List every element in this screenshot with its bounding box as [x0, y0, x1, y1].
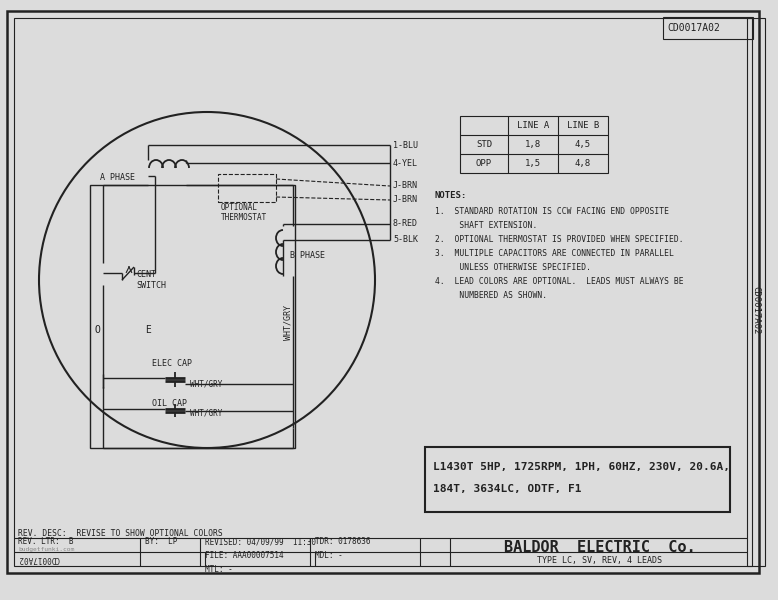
Text: 1,5: 1,5	[525, 159, 541, 168]
Text: FILE: AAA00007514: FILE: AAA00007514	[205, 551, 284, 560]
Text: 1.  STANDARD ROTATION IS CCW FACING END OPPOSITE: 1. STANDARD ROTATION IS CCW FACING END O…	[435, 206, 669, 215]
Text: THERMOSTAT: THERMOSTAT	[221, 212, 268, 221]
Text: CD0017A02: CD0017A02	[752, 286, 761, 334]
Text: 5-BLK: 5-BLK	[393, 235, 418, 245]
Text: E: E	[145, 325, 151, 335]
Text: OPP: OPP	[476, 159, 492, 168]
Text: A PHASE: A PHASE	[100, 173, 135, 182]
Text: CENT
SWITCH: CENT SWITCH	[136, 270, 166, 290]
Text: MDL: -: MDL: -	[315, 551, 343, 560]
Text: 184T, 3634LC, ODTF, F1: 184T, 3634LC, ODTF, F1	[433, 484, 581, 494]
Text: 1-BLU: 1-BLU	[393, 140, 418, 149]
Text: OPTIONAL: OPTIONAL	[221, 202, 258, 211]
Text: NUMBERED AS SHOWN.: NUMBERED AS SHOWN.	[435, 290, 547, 299]
Text: LINE A: LINE A	[517, 121, 549, 130]
Text: L1430T 5HP, 1725RPM, 1PH, 60HZ, 230V, 20.6A,: L1430T 5HP, 1725RPM, 1PH, 60HZ, 230V, 20…	[433, 462, 730, 472]
Text: NOTES:: NOTES:	[435, 191, 468, 199]
Text: budgetfunki.com: budgetfunki.com	[18, 547, 74, 551]
Text: 4,5: 4,5	[575, 140, 591, 149]
Text: J-BRN: J-BRN	[393, 181, 418, 191]
Text: 4.  LEAD COLORS ARE OPTIONAL.  LEADS MUST ALWAYS BE: 4. LEAD COLORS ARE OPTIONAL. LEADS MUST …	[435, 277, 684, 286]
Text: SHAFT EXTENSION.: SHAFT EXTENSION.	[435, 220, 538, 229]
Text: CD0017A02: CD0017A02	[18, 554, 60, 563]
Text: STD: STD	[476, 140, 492, 149]
Text: WHT/GRY: WHT/GRY	[190, 409, 223, 418]
Bar	[90, 185, 295, 448]
Text: O: O	[94, 325, 100, 335]
Text: 2.  OPTIONAL THERMOSTAT IS PROVIDED WHEN SPECIFIED.: 2. OPTIONAL THERMOSTAT IS PROVIDED WHEN …	[435, 235, 684, 244]
Text: 4,8: 4,8	[575, 159, 591, 168]
Text: MTL: -: MTL: -	[205, 565, 233, 574]
Text: TDR: 0178636: TDR: 0178636	[315, 538, 370, 547]
Text: REV. DESC:  REVISE TO SHOW OPTIONAL COLORS: REV. DESC: REVISE TO SHOW OPTIONAL COLOR…	[18, 529, 223, 538]
Text: 4-YEL: 4-YEL	[393, 158, 418, 167]
Text: OIL CAP: OIL CAP	[152, 400, 187, 409]
Bar	[425, 447, 730, 512]
Text: B PHASE: B PHASE	[290, 251, 325, 259]
Text: CD0017A02: CD0017A02	[667, 23, 720, 33]
Text: LINE B: LINE B	[567, 121, 599, 130]
Text: TYPE LC, SV, REV, 4 LEADS: TYPE LC, SV, REV, 4 LEADS	[538, 556, 663, 565]
Text: J-BRN: J-BRN	[393, 196, 418, 205]
Text: ELEC CAP: ELEC CAP	[152, 359, 192, 368]
Text: REV. LTR:  B: REV. LTR: B	[18, 538, 73, 547]
Text: UNLESS OTHERWISE SPECIFIED.: UNLESS OTHERWISE SPECIFIED.	[435, 263, 591, 271]
Text: BY:  LP: BY: LP	[145, 538, 177, 547]
Text: 1,8: 1,8	[525, 140, 541, 149]
Text: REVISED: 04/09/99  11:30: REVISED: 04/09/99 11:30	[205, 538, 316, 547]
Bar	[747, 18, 765, 566]
Text: 3.  MULTIPLE CAPACITORS ARE CONNECTED IN PARALLEL: 3. MULTIPLE CAPACITORS ARE CONNECTED IN …	[435, 248, 674, 257]
Text: BALDOR  ELECTRIC  Co.: BALDOR ELECTRIC Co.	[504, 539, 696, 554]
Bar	[218, 174, 276, 202]
Text: WHT/GRY: WHT/GRY	[190, 379, 223, 389]
Bar	[663, 17, 753, 39]
Bar	[460, 116, 608, 173]
Text: 8-RED: 8-RED	[393, 220, 418, 229]
Text: WHT/GRY: WHT/GRY	[283, 304, 293, 340]
